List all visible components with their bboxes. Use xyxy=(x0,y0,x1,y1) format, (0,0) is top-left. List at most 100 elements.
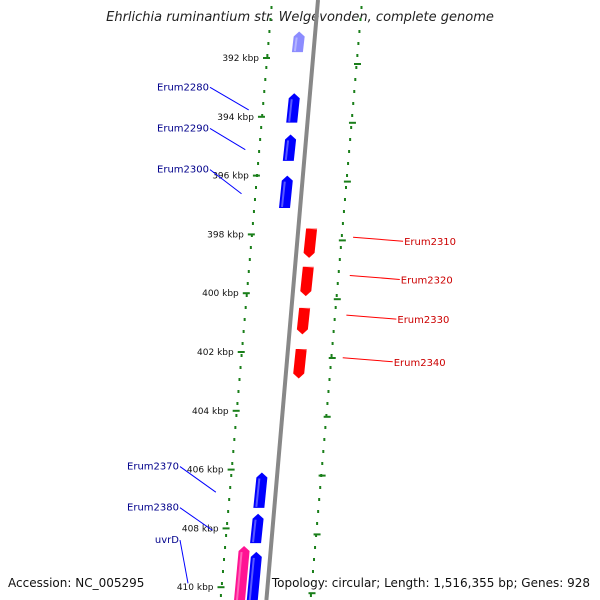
gene-arrow xyxy=(286,93,300,123)
gene-shade xyxy=(252,519,257,543)
outer-track-dot xyxy=(340,234,343,237)
inner-track-dot xyxy=(232,450,235,453)
gene-shade xyxy=(284,140,290,161)
tick-label: 400 kbp xyxy=(202,289,239,299)
outer-track-dot xyxy=(324,426,327,429)
inner-track-dot xyxy=(251,222,254,225)
gene-shade xyxy=(281,181,286,208)
gene-label: Erum2290 xyxy=(157,123,209,134)
inner-track-dot xyxy=(220,582,223,585)
outer-track-dot xyxy=(316,522,319,525)
outer-track-dot xyxy=(321,462,324,465)
inner-track-dot xyxy=(236,402,239,405)
inner-track-dot xyxy=(260,126,263,129)
gene-label-leader xyxy=(346,314,397,320)
outer-track-dot xyxy=(352,102,355,105)
outer-track-dot xyxy=(351,114,354,117)
tick-label: 402 kbp xyxy=(197,348,234,358)
outer-track-dot xyxy=(338,258,341,261)
inner-track-dot xyxy=(219,594,222,597)
inner-track-dot xyxy=(261,114,264,117)
outer-track-dot xyxy=(356,54,359,57)
gene-arrow xyxy=(303,228,318,258)
gene-arrow xyxy=(282,134,297,161)
outer-track-dot xyxy=(319,486,322,489)
inner-track-dot xyxy=(270,6,273,9)
outer-track-dot xyxy=(327,390,330,393)
tick-label: 394 kbp xyxy=(217,113,254,123)
inner-track-dot xyxy=(263,90,266,93)
inner-track-dot xyxy=(240,354,243,357)
tick-label: 410 kbp xyxy=(177,583,214,593)
gene-shade xyxy=(301,305,314,310)
outer-track-dot xyxy=(341,222,344,225)
inner-track-dot xyxy=(258,150,261,153)
gene-label: Erum2340 xyxy=(394,358,446,369)
outer-track-dot xyxy=(347,162,350,165)
gene-label-leader xyxy=(209,169,242,195)
outer-track-dot xyxy=(313,558,316,561)
inner-track-dot xyxy=(242,330,245,333)
gene-label-leader xyxy=(342,357,393,363)
outer-track-dot xyxy=(353,90,356,93)
outer-track-dot xyxy=(350,126,353,129)
gene-label-leader xyxy=(349,274,400,280)
gene-label-leader xyxy=(179,507,213,531)
inner-track-dot xyxy=(231,462,234,465)
inner-track-dot xyxy=(233,438,236,441)
outer-track-dot xyxy=(334,306,337,309)
outer-track-dot xyxy=(332,330,335,333)
outer-track-dot xyxy=(354,78,357,81)
inner-track-dot xyxy=(235,414,238,417)
tick-label: 404 kbp xyxy=(192,407,229,417)
outer-track-dot xyxy=(355,66,358,69)
gene-label-leader xyxy=(209,86,249,111)
outer-track-dot xyxy=(336,282,339,285)
gene-arrow xyxy=(234,546,250,600)
inner-track-dot xyxy=(248,258,251,261)
gene-arrow xyxy=(279,175,293,208)
outer-track-dot xyxy=(345,186,348,189)
tick-label: 396 kbp xyxy=(212,172,249,182)
gene-shade xyxy=(288,99,293,122)
gene-label-leader xyxy=(179,466,217,493)
accession-label: Accession: NC_005295 xyxy=(8,576,145,590)
gene-shade xyxy=(235,551,243,600)
inner-track-dot xyxy=(229,486,232,489)
outer-track-dot xyxy=(325,414,328,417)
outer-track-dot xyxy=(348,150,351,153)
outer-track-dot xyxy=(318,498,321,501)
outer-track-dot xyxy=(311,570,314,573)
inner-track-dot xyxy=(250,234,253,237)
gene-arrow xyxy=(246,551,262,600)
inner-track-dot xyxy=(230,474,233,477)
gene-shade xyxy=(248,557,255,600)
inner-track-dot xyxy=(245,294,248,297)
gene-arrow xyxy=(253,472,268,508)
outer-track-dot xyxy=(330,354,333,357)
outer-track-dot xyxy=(358,30,361,33)
outer-track-dot xyxy=(357,42,360,45)
inner-track-dot xyxy=(262,102,265,105)
outer-track-dot xyxy=(314,546,317,549)
gene-label: Erum2330 xyxy=(397,315,449,326)
map-title: Ehrlichia ruminantium str. Welgevonden, … xyxy=(106,10,494,25)
inner-track-dot xyxy=(243,318,246,321)
inner-track-dot xyxy=(223,558,226,561)
gene-arrow xyxy=(300,266,314,297)
inner-track-dot xyxy=(238,378,241,381)
outer-track-dot xyxy=(322,450,325,453)
gene-label: Erum2300 xyxy=(157,165,209,176)
tick-label: 406 kbp xyxy=(187,466,224,476)
inner-track-dot xyxy=(255,186,258,189)
gene-label: Erum2320 xyxy=(401,275,453,286)
inner-track-dot xyxy=(269,18,272,21)
outer-track-dot xyxy=(328,378,331,381)
gene-shade xyxy=(293,37,298,52)
inner-track-dot xyxy=(228,498,231,501)
outer-track-dot xyxy=(317,510,320,513)
inner-track-dot xyxy=(237,390,240,393)
tick-label: 408 kbp xyxy=(182,524,219,534)
outer-track-dot xyxy=(309,594,312,597)
